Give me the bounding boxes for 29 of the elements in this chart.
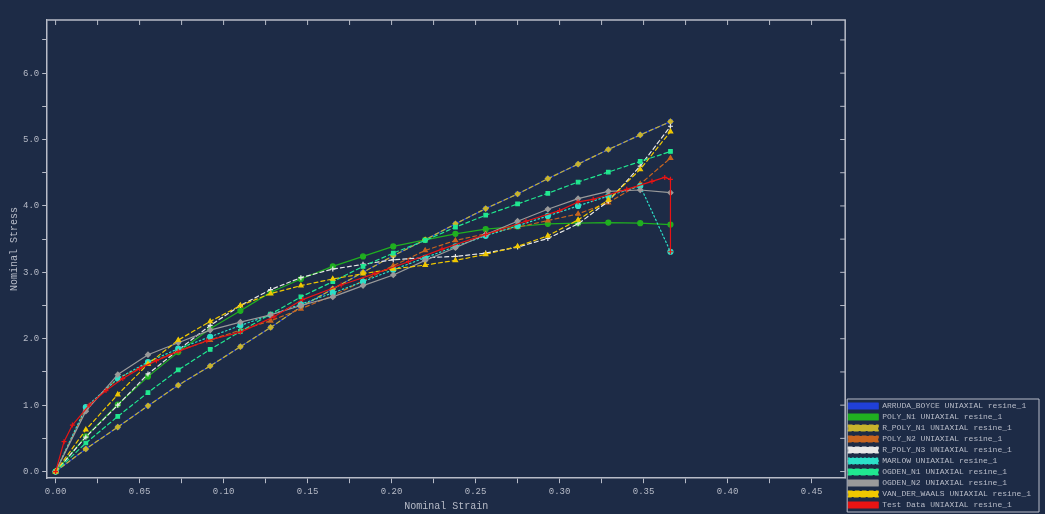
legend-label: POLY_N2 UNIAXIAL resine_1 [882, 434, 1003, 444]
legend-label: OGDEN_N2 UNIAXIAL resine_1 [882, 478, 1008, 488]
legend-label: POLY_N1 UNIAXIAL resine_1 [882, 412, 1003, 422]
legend-label: OGDEN_N1 UNIAXIAL resine_1 [882, 467, 1008, 477]
y-tick-label: 0.0 [23, 466, 40, 477]
y-tick-label: 2.0 [23, 334, 40, 345]
x-axis-title: Nominal Strain [404, 500, 489, 512]
x-tick-label: 0.35 [632, 486, 655, 497]
y-axis-title: Nominal Stress [8, 207, 20, 292]
y-tick-label: 6.0 [23, 68, 40, 79]
legend-label: MARLOW UNIAXIAL resine_1 [882, 456, 998, 466]
x-tick-label: 0.30 [548, 486, 571, 497]
x-tick-label: 0.25 [464, 486, 487, 497]
legend-label: Test Data UNIAXIAL resine_1 [882, 500, 1012, 510]
legend-label: VAN_DER_WAALS UNIAXIAL resine_1 [882, 489, 1032, 499]
x-tick-label: 0.15 [296, 486, 319, 497]
x-tick-label: 0.20 [380, 486, 403, 497]
x-tick-label: 0.00 [44, 486, 67, 497]
legend-label: R_POLY_N1 UNIAXIAL resine_1 [882, 423, 1012, 433]
legend-label: R_POLY_N3 UNIAXIAL resine_1 [882, 445, 1012, 455]
x-tick-label: 0.45 [800, 486, 823, 497]
legend-label: ARRUDA_BOYCE UNIAXIAL resine_1 [882, 401, 1027, 411]
y-tick-label: 5.0 [23, 134, 40, 145]
y-tick-label: 4.0 [23, 201, 40, 212]
x-tick-label: 0.05 [128, 486, 151, 497]
x-tick-label: 0.40 [716, 486, 739, 497]
x-tick-label: 0.10 [212, 486, 235, 497]
y-tick-label: 1.0 [23, 400, 40, 411]
y-tick-label: 3.0 [23, 267, 40, 278]
